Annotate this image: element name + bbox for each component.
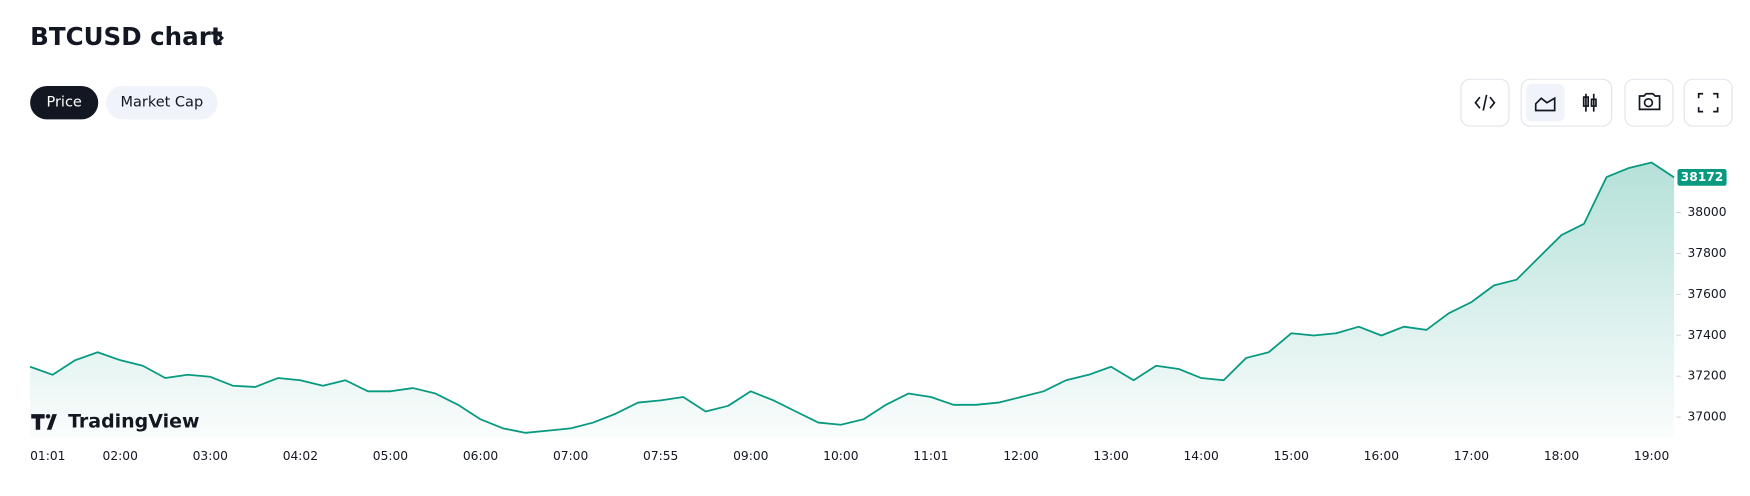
last-price-label: 38172 <box>1681 170 1724 184</box>
x-tick-label: 03:00 <box>193 449 228 463</box>
snapshot-button[interactable] <box>1624 78 1674 127</box>
tab-active[interactable] <box>30 85 99 120</box>
tab[interactable] <box>106 85 218 120</box>
y-tick-label: 37600 <box>1688 287 1727 301</box>
x-tick-label: 11:01 <box>913 449 948 463</box>
x-tick-label: 19:00 <box>1634 449 1669 463</box>
x-tick-label: 05:00 <box>373 449 408 463</box>
chart-style-group[interactable] <box>1520 78 1613 127</box>
x-tick-label: 04:02 <box>283 449 318 463</box>
y-tick-label: 37400 <box>1688 328 1727 342</box>
price-line <box>29 161 1675 434</box>
x-tick-label: 18:00 <box>1544 449 1579 463</box>
y-tick-label: 37200 <box>1688 369 1727 383</box>
x-tick-label: 07:55 <box>643 449 678 463</box>
y-tick-label: 38000 <box>1688 205 1727 219</box>
x-tick-label: 12:00 <box>1003 449 1038 463</box>
y-tick-label: 37800 <box>1688 246 1727 260</box>
toolbar <box>1460 78 1733 127</box>
camera-lens <box>1643 97 1654 108</box>
logo-mark <box>31 414 57 430</box>
x-tick-label: 16:00 <box>1364 449 1399 463</box>
embed-icon <box>1474 94 1496 111</box>
fullscreen-button[interactable] <box>1683 78 1733 127</box>
plot: 37000 37200 37400 37600 37800 38000 01:01 02:00… <box>29 161 1727 463</box>
x-tick-label: 09:00 <box>733 449 768 463</box>
x-tick-label: 17:00 <box>1454 449 1489 463</box>
area-style-button[interactable] <box>1525 83 1565 122</box>
logo: TradingView <box>31 410 200 432</box>
x-tick-label: 13:00 <box>1093 449 1128 463</box>
x-tick-label: 06:00 <box>463 449 498 463</box>
fullscreen-icon <box>1697 92 1719 113</box>
x-tick-label: 02:00 <box>103 449 138 463</box>
tab-label[interactable]: Price <box>46 95 81 111</box>
tab-label[interactable]: Market Cap <box>120 95 203 111</box>
x-tick-label: 07:00 <box>553 449 588 463</box>
area-icon <box>1534 96 1556 112</box>
x-tick-label: 01:01 <box>30 449 65 463</box>
x-tick-label: 14:00 <box>1184 449 1219 463</box>
logo-text: TradingView <box>68 410 199 432</box>
area-fill <box>30 162 1675 438</box>
x-tick-label: 10:00 <box>823 449 858 463</box>
toolbar-icons <box>1474 92 1719 113</box>
page-title[interactable]: BTCUSD chart <box>30 22 223 51</box>
embed-button[interactable] <box>1460 78 1510 127</box>
title-chevron <box>214 30 224 46</box>
x-tick-label: 15:00 <box>1274 449 1309 463</box>
last-price-badge <box>1677 169 1727 186</box>
candle-icon <box>1582 93 1597 112</box>
y-tick-label: 37000 <box>1688 410 1727 424</box>
camera-icon <box>1638 92 1661 111</box>
